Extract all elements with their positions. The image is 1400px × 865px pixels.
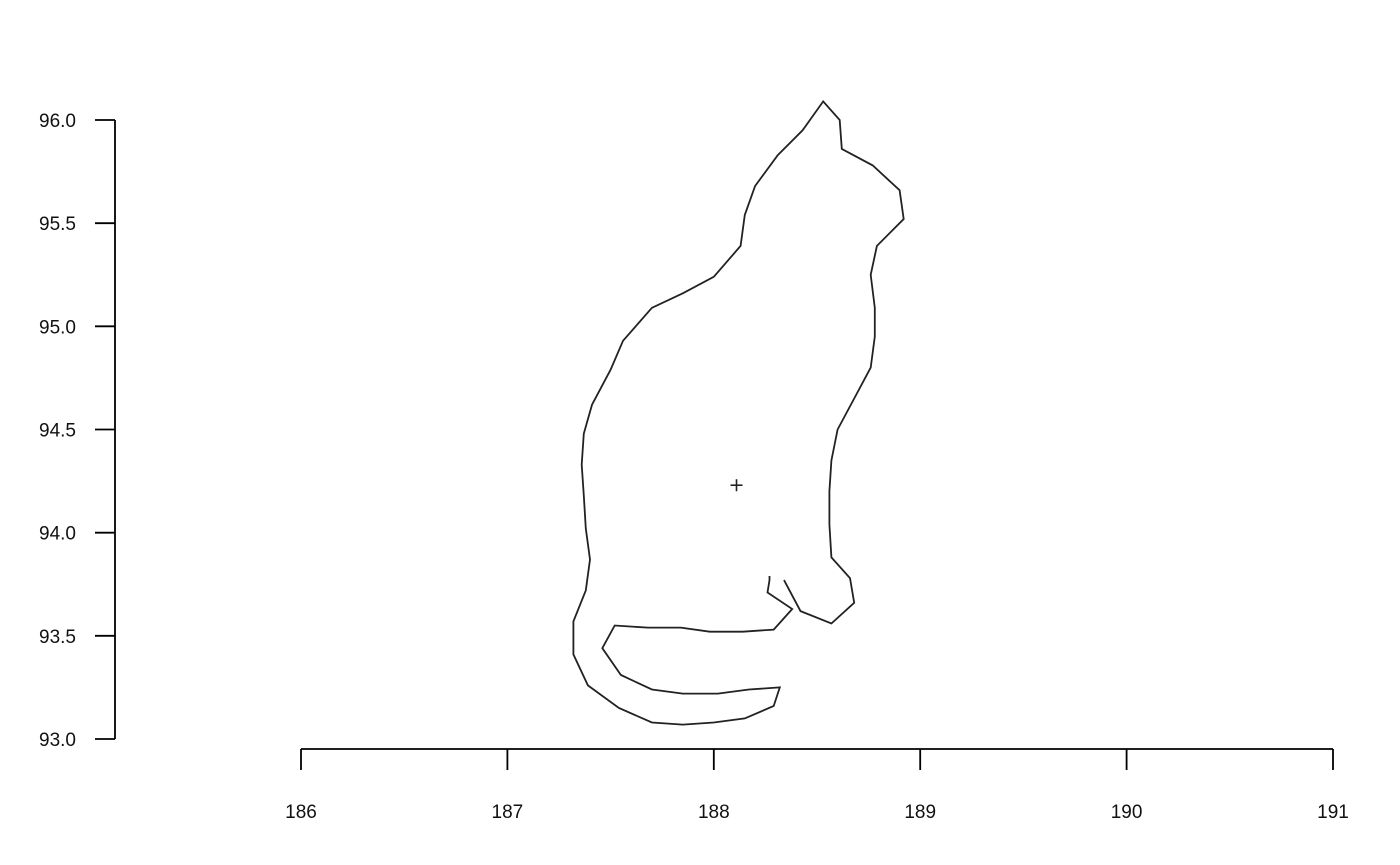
y-axis: 93.0 93.5 94.0 94.5 95.0 95.5 96.0 xyxy=(39,111,115,751)
x-tick-label: 186 xyxy=(285,802,317,823)
x-tick-label: 187 xyxy=(492,802,524,823)
y-tick-label: 95.5 xyxy=(39,214,76,235)
y-tick-label: 96.0 xyxy=(39,111,76,132)
x-tick-label: 191 xyxy=(1317,802,1349,823)
centroid-plus-marker xyxy=(731,479,743,491)
x-tick-label: 190 xyxy=(1111,802,1143,823)
y-tick-label: 93.5 xyxy=(39,627,76,648)
y-tick-label: 95.0 xyxy=(39,317,76,338)
y-tick-label: 94.5 xyxy=(39,421,76,442)
y-tick-label: 94.0 xyxy=(39,524,76,545)
plot-area xyxy=(573,101,903,724)
x-axis: 186 187 188 189 190 191 xyxy=(285,749,1349,823)
cat-outline-series xyxy=(573,101,903,724)
x-tick-label: 188 xyxy=(698,802,730,823)
y-tick-label: 93.0 xyxy=(39,730,76,751)
x-tick-label: 189 xyxy=(904,802,936,823)
